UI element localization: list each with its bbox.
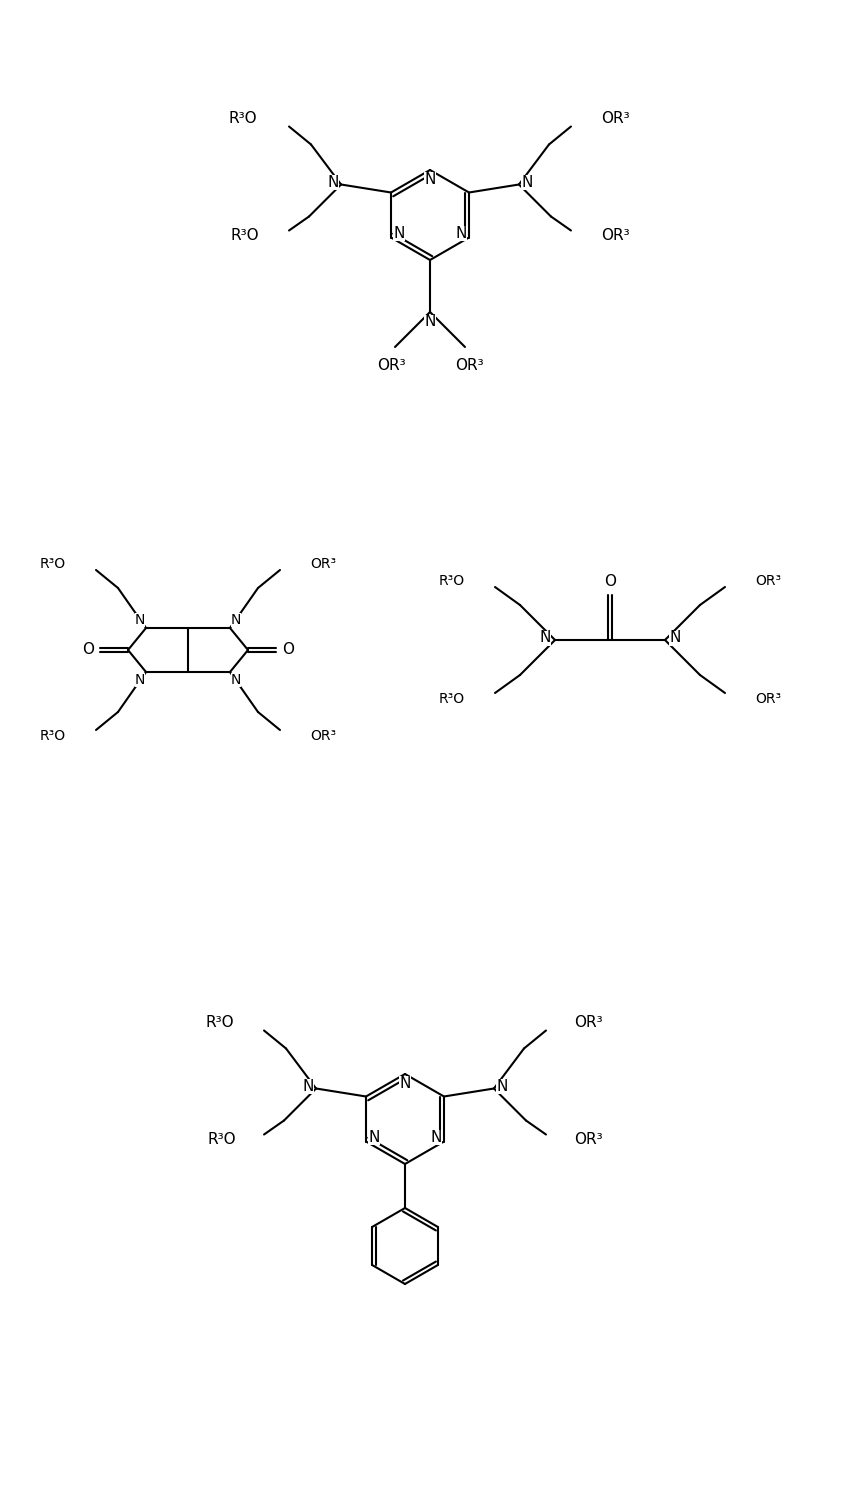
Text: R³O: R³O bbox=[208, 1132, 236, 1147]
Text: N: N bbox=[425, 314, 436, 329]
Text: OR³: OR³ bbox=[755, 573, 781, 588]
Text: R³O: R³O bbox=[231, 228, 259, 243]
Text: OR³: OR³ bbox=[310, 730, 336, 743]
Text: O: O bbox=[282, 642, 294, 658]
Text: R³O: R³O bbox=[228, 112, 257, 127]
Text: N: N bbox=[669, 630, 680, 646]
Text: R³O: R³O bbox=[39, 730, 66, 743]
Text: O: O bbox=[82, 642, 94, 658]
Text: N: N bbox=[393, 225, 404, 241]
Text: R³O: R³O bbox=[205, 1015, 234, 1030]
Text: N: N bbox=[540, 630, 551, 646]
Text: N: N bbox=[431, 1130, 442, 1145]
Text: R³O: R³O bbox=[39, 557, 66, 570]
Text: OR³: OR³ bbox=[455, 357, 483, 372]
Text: N: N bbox=[368, 1130, 379, 1145]
Text: N: N bbox=[425, 171, 436, 186]
Text: N: N bbox=[522, 176, 533, 191]
Text: OR³: OR³ bbox=[310, 557, 336, 570]
Text: OR³: OR³ bbox=[601, 228, 630, 243]
Text: N: N bbox=[135, 613, 145, 627]
Text: N: N bbox=[328, 176, 339, 191]
Text: OR³: OR³ bbox=[601, 112, 630, 127]
Text: N: N bbox=[456, 225, 467, 241]
Text: R³O: R³O bbox=[439, 573, 465, 588]
Text: OR³: OR³ bbox=[377, 357, 405, 372]
Text: R³O: R³O bbox=[439, 692, 465, 706]
Text: O: O bbox=[604, 575, 616, 590]
Text: N: N bbox=[231, 673, 241, 686]
Text: OR³: OR³ bbox=[755, 692, 781, 706]
Text: OR³: OR³ bbox=[574, 1132, 602, 1147]
Text: N: N bbox=[302, 1080, 314, 1094]
Text: N: N bbox=[496, 1080, 508, 1094]
Text: N: N bbox=[231, 613, 241, 627]
Text: N: N bbox=[135, 673, 145, 686]
Text: N: N bbox=[399, 1075, 411, 1090]
Text: OR³: OR³ bbox=[574, 1015, 602, 1030]
